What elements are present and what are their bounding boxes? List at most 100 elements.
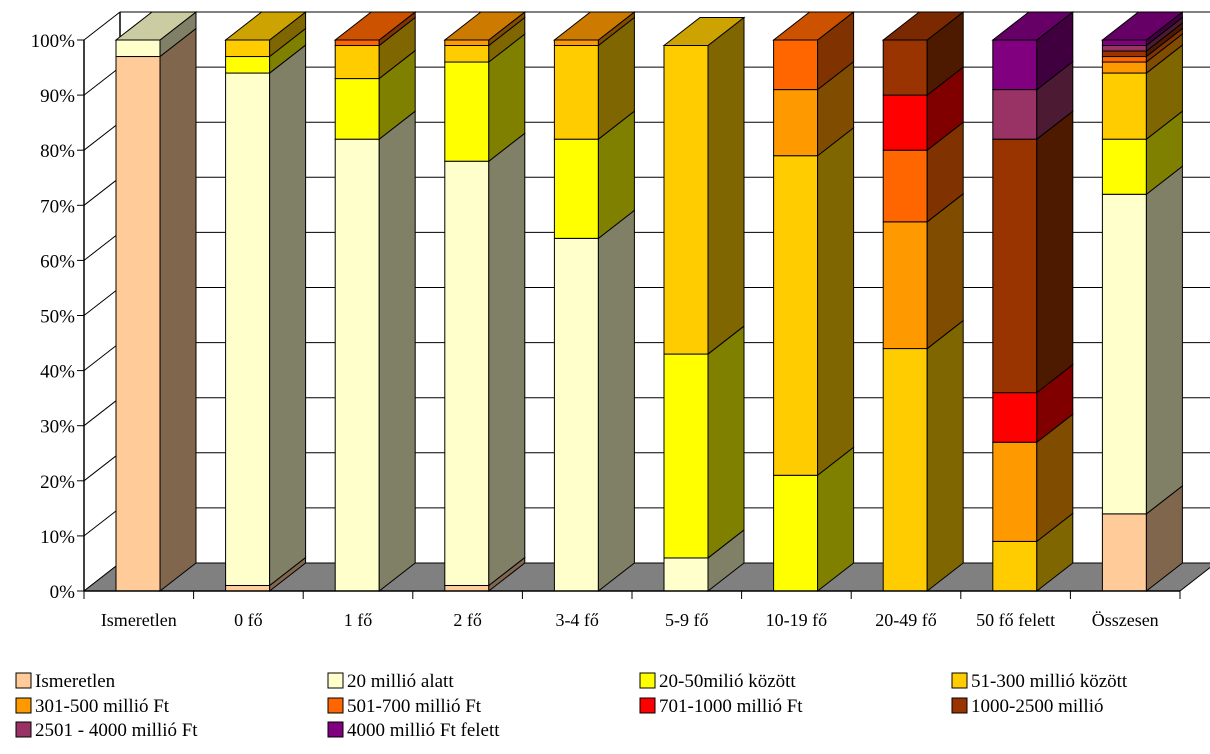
y-tick-label: 80%: [40, 141, 75, 162]
bar-front: [334, 39, 380, 47]
bar-top: [991, 11, 1075, 41]
bar-segment: [1100, 10, 1184, 47]
bar-side: [597, 209, 635, 593]
bar-front: [773, 155, 819, 476]
bar-front: [1101, 45, 1147, 52]
gridline-depth: [83, 342, 121, 371]
bar-top: [443, 11, 527, 41]
bar-front: [663, 45, 709, 355]
bar-front: [1101, 138, 1147, 195]
bar-front: [225, 39, 271, 58]
bar-front: [882, 39, 928, 96]
bar-segment: [334, 110, 416, 593]
bar-front: [992, 441, 1038, 542]
x-tick-labels: Ismeretlen 0 fő 1 fő 2 fő 3-4 fő 5-9 fő 10-19 …: [83, 591, 1181, 630]
legend-item: Ismeretlen: [15, 671, 116, 692]
bar-side: [378, 110, 416, 593]
bar-segment: [225, 44, 307, 587]
bar-front: [1101, 193, 1147, 515]
bar-segment: [992, 110, 1074, 394]
gridline-depth: [83, 11, 121, 41]
bar-segment: [773, 60, 855, 157]
bar-side: [707, 16, 745, 356]
bar-segment: [1101, 44, 1183, 141]
bar-front: [1101, 513, 1147, 592]
bar-top: [333, 11, 417, 41]
bar-front: [992, 392, 1038, 443]
y-tick-label: 10%: [40, 527, 75, 548]
legend-swatch: [15, 697, 32, 714]
bar-front: [444, 160, 490, 586]
bar-front: [882, 94, 928, 151]
bar-segment: [772, 10, 856, 91]
legend-swatch: [639, 672, 656, 689]
y-tick-label: 40%: [40, 362, 75, 383]
bar-segment: [881, 10, 965, 97]
gridline-depth: [83, 507, 121, 537]
bar-side: [926, 319, 964, 593]
bar-front: [1101, 50, 1147, 58]
bar-segment: [333, 10, 417, 47]
bar-segment: [444, 16, 526, 64]
bar-front: [444, 39, 490, 47]
legend-label: 4000 millió Ft felett: [347, 720, 500, 741]
bar-segment: [334, 16, 416, 80]
bar-segment: [553, 209, 635, 593]
legend-swatch: [15, 721, 32, 738]
bar-segment: [553, 16, 635, 141]
bar-top: [1100, 11, 1184, 41]
bar-top: [772, 11, 856, 41]
gridline-depth: [83, 121, 121, 151]
bar-front: [773, 89, 819, 157]
bar-front: [225, 56, 271, 74]
bar-segment: [992, 413, 1074, 543]
bar-front: [882, 348, 928, 592]
bar-front: [882, 149, 928, 223]
bar-front: [992, 89, 1038, 140]
y-tick-label: 30%: [40, 417, 75, 438]
bar-front: [553, 138, 599, 239]
legend-swatch: [327, 697, 344, 714]
bar-front: [334, 45, 380, 80]
bar-top: [552, 11, 636, 41]
bar-front: [1101, 39, 1147, 47]
x-tick-label: 20-49 fő: [875, 610, 937, 630]
bar-segment: [882, 192, 964, 350]
bar-front: [663, 353, 709, 559]
x-tick-label: 2 fő: [453, 610, 482, 630]
bar-side: [1036, 110, 1074, 394]
legend-item: 51-300 millió között: [951, 671, 1128, 692]
gridline-depth: [83, 66, 121, 96]
bar-segment: [991, 10, 1075, 91]
bar-segment: [444, 33, 526, 163]
legend-swatch: [327, 721, 344, 738]
legend-label: 701-1000 millió Ft: [659, 696, 803, 717]
legend-swatch: [951, 697, 968, 714]
legend: Ismeretlen 20 millió alatt 20-50milió közö…: [15, 671, 1128, 741]
gridline-depth: [83, 397, 121, 427]
bar-front: [115, 39, 161, 58]
bar-front: [115, 56, 161, 592]
legend-item: 701-1000 millió Ft: [639, 696, 803, 717]
bar-front: [992, 39, 1038, 91]
bar-segment: [334, 49, 416, 141]
bar-top: [662, 17, 746, 47]
x-tick-label: Ismeretlen: [101, 610, 177, 630]
legend-item: 1000-2500 millió: [951, 696, 1103, 717]
gridline-depth: [83, 176, 121, 206]
bar-segment: [882, 319, 964, 593]
bar-front: [553, 39, 599, 47]
bar-front: [553, 237, 599, 592]
bar-top: [114, 11, 198, 41]
legend-item: 20-50milió között: [639, 671, 796, 692]
legend-item: 301-500 millió Ft: [15, 696, 170, 717]
bar-side: [159, 27, 197, 593]
legend-label: Ismeretlen: [35, 671, 116, 692]
bar-segment: [224, 10, 308, 58]
y-tick-labels: 0% 10% 20% 30% 40% 50% 60% 70% 80% 90% 100%: [31, 31, 84, 603]
bar-front: [992, 138, 1038, 394]
bar-front: [225, 72, 271, 586]
bar-top: [881, 11, 965, 41]
